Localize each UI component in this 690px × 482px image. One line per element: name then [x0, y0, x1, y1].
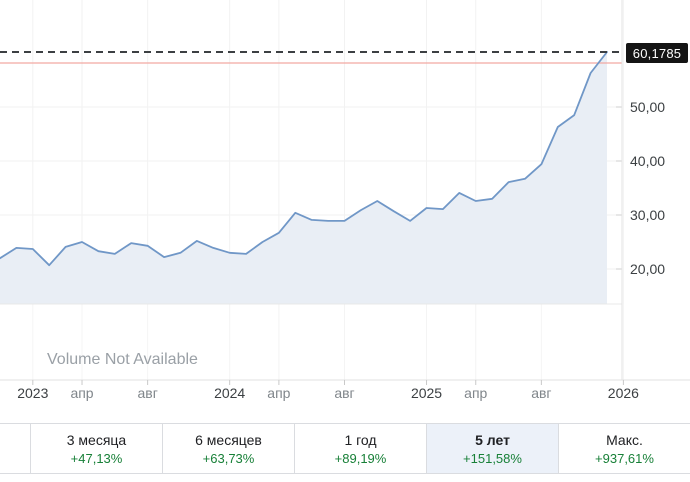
x-axis-label: авг: [531, 385, 551, 401]
x-axis-label: авг: [334, 385, 354, 401]
period-change: +151,58%: [463, 450, 522, 466]
price-chart-canvas[interactable]: 50,00 40,00 30,00 20,00 2023 апр авг 2024 апр авг…: [0, 0, 690, 410]
x-axis-label: 2024: [214, 385, 245, 401]
x-axis-label: 2026: [608, 385, 639, 401]
y-axis-label: 40,00: [630, 153, 665, 169]
x-axis-label: апр: [464, 385, 487, 401]
y-axis-label: 20,00: [630, 261, 665, 277]
period-change: +937,61%: [595, 450, 654, 466]
y-axis-label: 50,00: [630, 99, 665, 115]
period-label: 6 месяцев: [195, 431, 262, 448]
period-selector: 3 месяца +47,13% 6 месяцев +63,73% 1 год…: [0, 423, 690, 474]
period-change: +47,13%: [70, 450, 123, 466]
current-price-flag: 60,1785: [626, 43, 688, 63]
period-button-5-years[interactable]: 5 лет +151,58%: [426, 424, 558, 473]
area-fill: [0, 52, 607, 304]
period-label: 3 месяца: [66, 431, 127, 448]
period-label: 1 год: [344, 431, 377, 448]
x-axis-label: авг: [137, 385, 157, 401]
period-change: +89,19%: [334, 450, 387, 466]
period-button-max[interactable]: Макс. +937,61%: [558, 424, 690, 473]
y-axis-label: 30,00: [630, 207, 665, 223]
x-axis-label: апр: [267, 385, 290, 401]
price-line: [0, 51, 608, 267]
period-cell-fragment: [0, 424, 30, 473]
x-axis-label: 2023: [17, 385, 48, 401]
period-change: +63,73%: [202, 450, 255, 466]
period-button-6-months[interactable]: 6 месяцев +63,73%: [162, 424, 294, 473]
volume-unavailable-message: Volume Not Available: [47, 351, 198, 368]
x-axis-label: апр: [70, 385, 93, 401]
period-label: 5 лет: [475, 431, 510, 448]
period-label: Макс.: [606, 431, 643, 448]
period-button-3-months[interactable]: 3 месяца +47,13%: [30, 424, 162, 473]
current-price-value: 60,1785: [632, 45, 682, 61]
period-button-1-year[interactable]: 1 год +89,19%: [294, 424, 426, 473]
x-axis-label: 2025: [411, 385, 442, 401]
